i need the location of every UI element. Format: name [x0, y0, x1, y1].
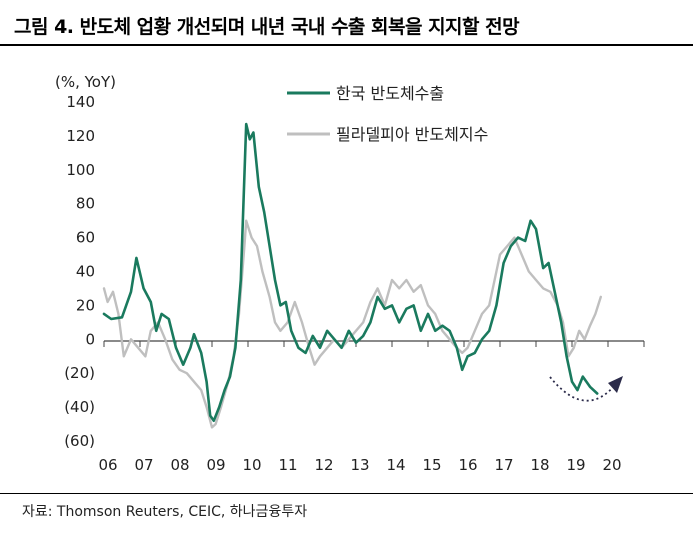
title-rule	[0, 44, 693, 46]
x-tick-label: 10	[242, 456, 261, 474]
y-tick-label: (60)	[64, 432, 95, 450]
x-tick-label: 06	[98, 456, 117, 474]
y-tick-label: (20)	[64, 364, 95, 382]
y-tick-label: 40	[76, 263, 95, 281]
series-line-sox	[102, 219, 602, 429]
x-tick-label: 20	[602, 456, 621, 474]
y-tick-label: 120	[66, 127, 95, 145]
x-tick-label: 15	[422, 456, 441, 474]
series-line-export	[102, 122, 599, 422]
page-title: 그림 4. 반도체 업황 개선되며 내년 국내 수출 회복을 지지할 전망	[14, 16, 520, 38]
x-tick-label: 13	[350, 456, 369, 474]
x-tick-label: 16	[458, 456, 477, 474]
y-tick-label: 20	[76, 296, 95, 314]
x-tick-label: 09	[206, 456, 225, 474]
x-tick-label: 11	[278, 456, 297, 474]
y-tick-label: 0	[85, 330, 95, 348]
chart-figure: (%, YoY) 140120100806040200(20)(40)(60) …	[55, 73, 645, 474]
x-tick-label: 12	[314, 456, 333, 474]
x-axis: 06 07 08 09 10 11 12 13 14 15 16 17 18 19 20	[98, 340, 645, 474]
y-tick-label: 140	[66, 93, 95, 111]
y-axis-label: (%, YoY)	[55, 73, 116, 91]
y-tick-label: 60	[76, 229, 95, 247]
y-tick-label: (40)	[64, 398, 95, 416]
x-tick-label: 18	[530, 456, 549, 474]
x-tick-label: 08	[170, 456, 189, 474]
y-axis: 140 120 100 80 60 40 20 0 (20) (40) (60)	[64, 93, 95, 450]
x-tick-label: 17	[494, 456, 513, 474]
x-tick-label: 14	[386, 456, 405, 474]
y-tick-label: 80	[76, 195, 95, 213]
x-tick-label: 07	[134, 456, 153, 474]
x-tick-label: 19	[566, 456, 585, 474]
legend-label-export: 한국 반도체수출	[336, 84, 444, 103]
legend-label-sox: 필라델피아 반도체지수	[336, 125, 488, 144]
source-note: 자료: Thomson Reuters, CEIC, 하나금융투자	[22, 504, 308, 520]
legend: 한국 반도체수출 필라델피아 반도체지수	[287, 84, 488, 144]
footer-rule	[0, 493, 693, 494]
series-layer	[102, 122, 602, 429]
y-tick-label: 100	[66, 161, 95, 179]
recovery-arrow-annotation	[549, 376, 623, 402]
